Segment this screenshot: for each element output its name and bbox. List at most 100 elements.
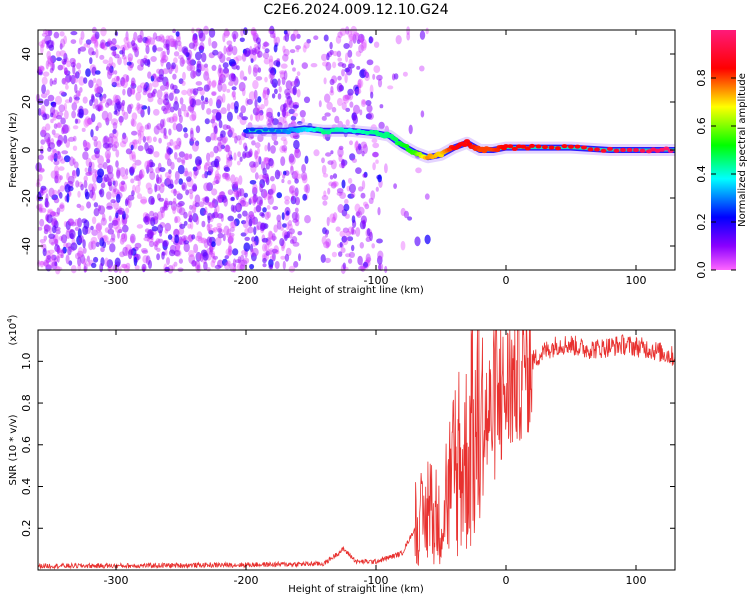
spectrogram-noise-blob xyxy=(424,193,430,200)
spectrogram-noise-blob xyxy=(146,135,152,144)
spectrogram-noise-blob xyxy=(123,111,129,120)
spectrogram-noise-blob xyxy=(53,133,61,139)
spectrogram-noise-blob xyxy=(114,102,118,113)
spectrogram-noise-blob xyxy=(189,192,194,200)
spectrogram-noise-blob xyxy=(239,70,245,80)
spectrogram-noise-blob xyxy=(296,71,301,77)
spectrogram-noise-blob xyxy=(268,55,274,63)
spectrogram-noise-blob xyxy=(268,27,273,35)
spectrogram-noise-blob xyxy=(118,228,123,234)
spectrogram-noise-blob xyxy=(290,164,294,171)
spectrogram-noise-blob xyxy=(121,175,129,180)
spectrogram-noise-blob xyxy=(324,257,331,264)
spectrogram-noise-blob xyxy=(341,179,346,189)
spectrogram-noise-blob xyxy=(69,229,76,240)
spectrogram-noise-blob xyxy=(230,174,236,184)
spectrogram-noise-blob xyxy=(144,215,150,225)
spectrogram-noise-blob xyxy=(350,35,355,42)
spectrogram-noise-blob xyxy=(128,57,132,62)
spectrogram-noise-blob xyxy=(131,80,135,87)
spectrogram-noise-blob xyxy=(324,112,331,117)
spectrogram-noise-blob xyxy=(59,192,63,199)
spectrogram-noise-blob xyxy=(78,108,84,119)
spectrogram-noise-blob xyxy=(119,237,125,245)
spectrogram-noise-blob xyxy=(189,153,193,160)
spectrogram-noise-blob xyxy=(174,234,180,244)
spectrogram-noise-blob xyxy=(360,192,366,199)
spectrogram-noise-blob xyxy=(149,171,156,181)
spectrogram-noise-blob xyxy=(59,50,66,57)
spectrogram-noise-blob xyxy=(70,74,76,85)
spectrogram-noise-blob xyxy=(359,69,367,79)
spectrogram-noise-blob xyxy=(252,67,258,77)
spectrogram-noise-blob xyxy=(220,130,226,138)
spectrogram-noise-blob xyxy=(206,152,211,162)
spectrogram-noise-blob xyxy=(226,111,233,122)
spectrogram-noise-blob xyxy=(51,62,55,71)
spectrogram-noise-blob xyxy=(156,89,163,99)
spectrogram-noise-blob xyxy=(262,263,267,268)
spectrogram-noise-blob xyxy=(183,240,190,245)
spectrogram-noise-blob xyxy=(299,110,306,118)
spectrogram-noise-blob xyxy=(215,173,222,180)
spectrogram-noise-blob xyxy=(226,103,231,112)
spectrogram-noise-blob xyxy=(137,137,142,145)
spectrogram-noise-blob xyxy=(243,242,251,252)
spectrogram-noise-blob xyxy=(408,124,413,135)
spectrogram-noise-blob xyxy=(321,115,327,121)
spectrogram-noise-blob xyxy=(325,152,332,157)
spectrogram-noise-blob xyxy=(220,107,227,115)
signal-point xyxy=(464,139,470,144)
spectrogram-noise-blob xyxy=(168,169,172,175)
spectrogram-noise-blob xyxy=(325,232,328,238)
spectrogram-noise-blob xyxy=(70,61,76,68)
spectrogram-noise-blob xyxy=(90,35,97,44)
spectrogram-noise-blob xyxy=(70,39,77,44)
spectrogram-noise-blob xyxy=(159,85,167,91)
spectrogram-noise-blob xyxy=(235,204,241,211)
spectrogram-noise-blob xyxy=(338,251,343,257)
spectrogram-noise-blob xyxy=(80,254,86,265)
spectrogram-noise-blob xyxy=(321,53,328,62)
spectrogram-noise-blob xyxy=(244,151,252,158)
spectrogram-noise-blob xyxy=(211,91,217,96)
spectrogram-noise-blob xyxy=(83,77,88,84)
spectrogram-noise-blob xyxy=(370,91,374,99)
spectrogram-noise-blob xyxy=(136,224,144,229)
spectrogram-noise-blob xyxy=(56,155,64,162)
spectrogram-noise-blob xyxy=(342,235,349,246)
spectrogram-noise-blob xyxy=(42,38,46,48)
spectrogram-noise-blob xyxy=(52,113,57,121)
spectrogram-noise-blob xyxy=(181,235,188,242)
spectrogram-noise-blob xyxy=(357,79,362,88)
spectrogram-noise-blob xyxy=(93,139,98,148)
spectrogram-noise-blob xyxy=(96,78,102,88)
spectrogram-noise-blob xyxy=(126,61,132,66)
spectrogram-noise-blob xyxy=(251,247,259,257)
spectrogram-noise-blob xyxy=(296,33,301,39)
spectrogram-noise-blob xyxy=(123,56,128,66)
spectrogram-noise-blob xyxy=(375,186,379,192)
spectrogram-noise-blob xyxy=(100,41,105,49)
spectrogram-noise-blob xyxy=(49,253,54,262)
spectrogram-noise-blob xyxy=(187,188,194,194)
spectrogram-noise-blob xyxy=(377,174,383,183)
spectrogram-noise-blob xyxy=(108,265,114,273)
spectrogram-noise-blob xyxy=(77,91,82,97)
spectrogram-noise-blob xyxy=(215,179,219,184)
spectrogram-noise-blob xyxy=(203,84,210,92)
spectrogram-noise-blob xyxy=(301,171,308,181)
spectrogram-noise-blob xyxy=(266,239,273,247)
spectrogram-noise-blob xyxy=(227,129,233,138)
spectrogram-noise-blob xyxy=(323,241,330,249)
spectrogram-noise-blob xyxy=(199,88,205,96)
spectrogram-noise-blob xyxy=(195,215,200,225)
spectrogram-noise-blob xyxy=(264,244,270,252)
spectrogram-noise-blob xyxy=(83,263,88,273)
spectrogram-noise-blob xyxy=(231,90,236,98)
spectrogram-noise-blob xyxy=(112,129,117,134)
spectrogram-noise-blob xyxy=(66,192,70,203)
colorbar-tick-label: 0.6 xyxy=(695,117,708,135)
spectrogram-noise-blob xyxy=(295,75,299,84)
